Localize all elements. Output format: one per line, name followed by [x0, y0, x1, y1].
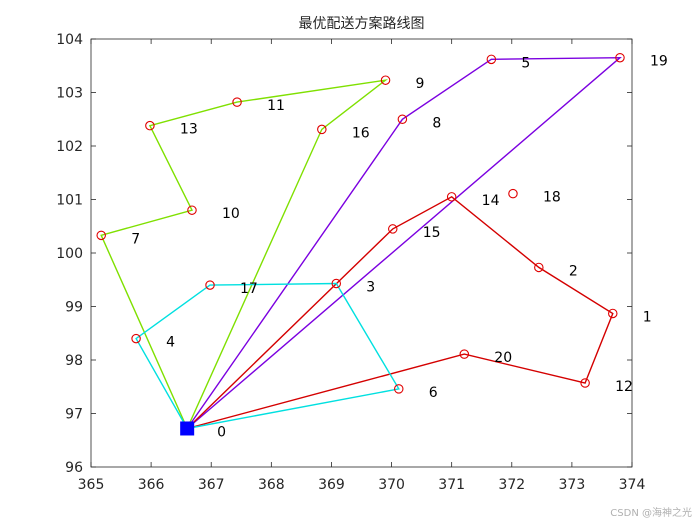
x-tick-label: 368: [258, 477, 285, 493]
node-marker-8: [397, 114, 408, 125]
y-tick-label: 98: [65, 353, 83, 369]
node-label-1: 1: [643, 309, 652, 325]
route-line-2: [186, 56, 622, 430]
node-label-8: 8: [432, 115, 441, 131]
node-label-20: 20: [494, 350, 512, 366]
node-label-15: 15: [423, 225, 441, 241]
node-marker-5: [486, 54, 497, 65]
node-marker-10: [187, 205, 197, 215]
node-label-11: 11: [267, 98, 285, 114]
y-tick-label: 103: [56, 86, 83, 102]
depot-label: 0: [217, 424, 226, 440]
node-marker-17: [205, 280, 215, 290]
y-tick-label: 99: [65, 300, 83, 316]
y-tick-label: 101: [56, 193, 83, 209]
node-label-17: 17: [240, 281, 258, 297]
node-marker-1: [608, 308, 618, 319]
node-label-7: 7: [131, 231, 140, 247]
routes-layer: [100, 56, 622, 430]
node-marker-9: [380, 75, 391, 85]
node-label-12: 12: [615, 379, 633, 395]
x-tick-label: 366: [138, 477, 165, 493]
node-label-2: 2: [569, 263, 578, 279]
x-tick-label: 370: [378, 477, 405, 493]
route-line-3: [186, 195, 614, 430]
node-marker-14: [446, 192, 457, 202]
node-label-10: 10: [222, 206, 240, 222]
x-tick-label: 369: [318, 477, 345, 493]
x-tick-label: 373: [559, 477, 586, 493]
y-tick-label: 96: [65, 460, 83, 476]
node-marker-3: [331, 278, 342, 289]
axes-layer: 365 366 367 368 369 370 371 372 373 3749697989910…: [56, 32, 645, 493]
node-label-9: 9: [416, 76, 425, 92]
node-marker-18: [508, 188, 518, 199]
y-tick-label: 102: [56, 139, 83, 155]
depot-marker: [180, 421, 195, 436]
node-label-16: 16: [352, 125, 370, 141]
markers-layer: [96, 52, 625, 436]
node-marker-13: [145, 120, 155, 131]
node-label-3: 3: [366, 279, 375, 295]
node-marker-16: [317, 124, 327, 135]
node-marker-7: [96, 230, 106, 241]
node-marker-20: [459, 349, 470, 359]
node-marker-12: [580, 378, 590, 388]
x-tick-label: 372: [498, 477, 525, 493]
node-marker-19: [615, 52, 625, 63]
x-tick-label: 367: [198, 477, 225, 493]
route-line-1: [100, 79, 389, 429]
y-tick-label: 100: [56, 246, 83, 262]
y-tick-label: 97: [65, 407, 83, 423]
x-tick-label: 371: [438, 477, 465, 493]
node-label-4: 4: [166, 335, 175, 351]
node-marker-2: [534, 262, 544, 273]
node-label-19: 19: [650, 54, 668, 70]
node-label-6: 6: [429, 385, 438, 401]
node-marker-6: [394, 384, 404, 394]
node-label-14: 14: [482, 193, 500, 209]
x-tick-label: 365: [78, 477, 105, 493]
node-marker-4: [131, 333, 141, 344]
watermark-text: CSDN @海神之光: [610, 508, 692, 519]
route-line-4: [135, 282, 400, 430]
node-marker-11: [232, 97, 242, 107]
node-label-18: 18: [543, 190, 561, 206]
chart-title: 最优配送方案路线图: [299, 15, 425, 32]
node-label-5: 5: [521, 55, 530, 71]
node-marker-15: [388, 224, 398, 234]
x-tick-label: 374: [619, 477, 646, 493]
node-label-13: 13: [180, 122, 198, 138]
y-tick-label: 104: [56, 32, 83, 48]
